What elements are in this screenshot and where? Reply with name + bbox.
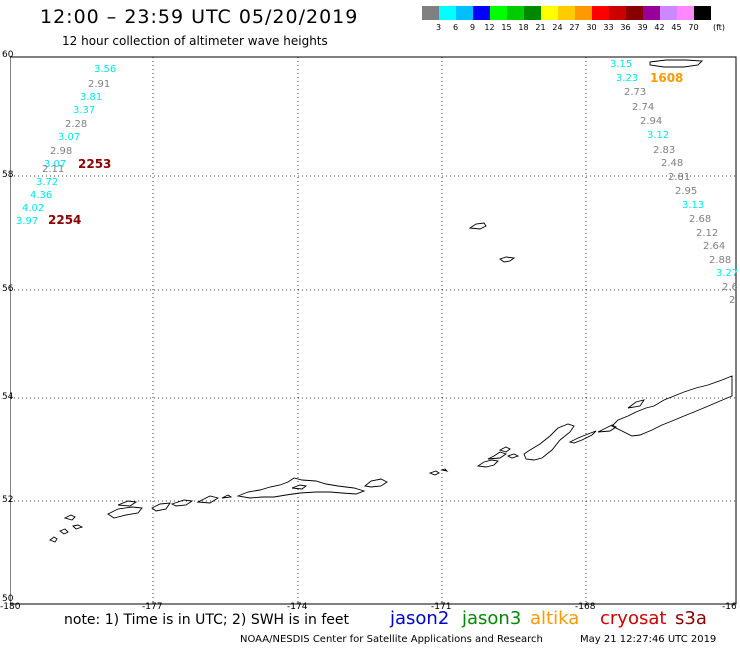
wave-height-label: 2.91 xyxy=(88,79,110,90)
satellite-legend-s3a: s3a xyxy=(675,608,707,629)
footer-note: note: 1) Time is in UTC; 2) SWH is in fe… xyxy=(64,612,350,628)
lat-label: 50 xyxy=(2,594,14,604)
wave-height-label: 3.72 xyxy=(36,177,58,188)
lon-label: -16 xyxy=(722,602,737,612)
scale-label: 12 xyxy=(484,23,495,32)
scale-label: 39 xyxy=(637,23,648,32)
wave-height-label: 2.6 xyxy=(722,282,737,293)
scale-swatch-33 xyxy=(592,6,609,20)
wave-height-label: 2.88 xyxy=(709,255,731,266)
wave-height-label: 2.48 xyxy=(661,158,683,169)
lat-label: 60 xyxy=(2,50,14,60)
wave-height-label: 3.37 xyxy=(73,105,95,116)
page-subtitle: 12 hour collection of altimeter wave hei… xyxy=(62,34,328,48)
wave-height-label: 4.02 xyxy=(22,203,44,214)
wave-height-label: 2.64 xyxy=(703,241,725,252)
scale-label: 70 xyxy=(688,23,699,32)
scale-swatch-9 xyxy=(456,6,473,20)
lon-label: -174 xyxy=(287,602,308,612)
scale-swatch-30 xyxy=(575,6,592,20)
wave-height-label: 2.11 xyxy=(42,164,64,175)
scale-label: 45 xyxy=(671,23,682,32)
wave-height-label: 2.28 xyxy=(65,119,87,130)
wave-height-label: 2.95 xyxy=(675,186,697,197)
scale-swatch-12 xyxy=(473,6,490,20)
scale-swatch-24 xyxy=(541,6,558,20)
scale-swatch-15 xyxy=(490,6,507,20)
wave-height-label: 2.94 xyxy=(640,116,662,127)
altimeter-map: 2253 2254 1608 3.56 2.91 3.81 3.37 2.28 … xyxy=(10,56,737,605)
scale-label: 33 xyxy=(603,23,614,32)
scale-label: 42 xyxy=(654,23,665,32)
scale-label: 30 xyxy=(586,23,597,32)
lon-label: -168 xyxy=(575,602,596,612)
wave-height-label: 2.81 xyxy=(668,172,690,183)
pass-time-label: 2253 xyxy=(78,157,111,171)
scale-swatch-3 xyxy=(422,6,439,20)
map-frame xyxy=(10,56,737,605)
footer-timestamp: May 21 12:27:46 UTC 2019 xyxy=(580,634,717,645)
wave-height-label: 2.98 xyxy=(50,146,72,157)
footer-credit: NOAA/NESDIS Center for Satellite Applica… xyxy=(240,634,543,645)
lat-label: 54 xyxy=(2,392,14,402)
lon-label: -177 xyxy=(142,602,163,612)
wave-height-label: 3.15 xyxy=(610,59,632,70)
wave-height-label: 3.07 xyxy=(44,159,66,170)
wave-height-label: 3.07 xyxy=(58,132,80,143)
scale-label: 36 xyxy=(620,23,631,32)
wave-height-label: 3.56 xyxy=(94,64,116,75)
lat-label: 58 xyxy=(2,170,14,180)
graticule xyxy=(10,57,736,604)
scale-swatch-42 xyxy=(643,6,660,20)
scale-label: 27 xyxy=(569,23,580,32)
wave-height-label: 2 xyxy=(729,295,735,306)
lon-label: -180 xyxy=(0,602,21,612)
satellite-legend-cryosat: cryosat xyxy=(600,608,667,629)
wave-height-label: 3.27 xyxy=(716,268,737,279)
satellite-legend-jason3: jason3 xyxy=(462,608,522,629)
scale-swatch-39 xyxy=(626,6,643,20)
lon-label: -171 xyxy=(431,602,452,612)
scale-unit: (ft) xyxy=(712,23,726,32)
wave-height-label: 3.97 xyxy=(16,216,38,227)
scale-label: 15 xyxy=(501,23,512,32)
lat-label: 56 xyxy=(2,284,14,294)
scale-swatch-21 xyxy=(524,6,541,20)
wave-height-label: 2.74 xyxy=(632,102,654,113)
scale-label: 18 xyxy=(518,23,529,32)
wave-height-label: 3.12 xyxy=(647,130,669,141)
wave-height-label: 2.68 xyxy=(689,214,711,225)
satellite-legend-altika: altika xyxy=(530,608,580,629)
wave-height-label: 3.13 xyxy=(682,200,704,211)
scale-swatch-27 xyxy=(558,6,575,20)
scale-label: 9 xyxy=(469,23,476,32)
scale-swatch-36 xyxy=(609,6,626,20)
lat-label: 52 xyxy=(2,495,14,505)
wave-height-label: 2.73 xyxy=(624,87,646,98)
wave-height-label: 4.36 xyxy=(30,190,52,201)
wave-height-label: 3.81 xyxy=(80,92,102,103)
scale-label: 24 xyxy=(552,23,563,32)
wave-height-label: 2.83 xyxy=(653,145,675,156)
scale-swatch-18 xyxy=(507,6,524,20)
scale-swatch-70 xyxy=(677,6,694,20)
scale-label: 6 xyxy=(452,23,459,32)
scale-label: 21 xyxy=(535,23,546,32)
wave-height-label: 2.12 xyxy=(696,228,718,239)
pass-time-label: 2254 xyxy=(48,213,81,227)
coastline xyxy=(49,59,733,543)
satellite-legend-jason2: jason2 xyxy=(390,608,450,629)
page-title: 12:00 – 23:59 UTC 05/20/2019 xyxy=(40,6,359,28)
scale-label: 3 xyxy=(435,23,442,32)
scale-swatch-45 xyxy=(660,6,677,20)
scale-swatch-6 xyxy=(439,6,456,20)
scale-swatch-max xyxy=(694,6,711,20)
pass-time-label: 1608 xyxy=(650,71,683,85)
wave-height-label: 3.23 xyxy=(616,73,638,84)
